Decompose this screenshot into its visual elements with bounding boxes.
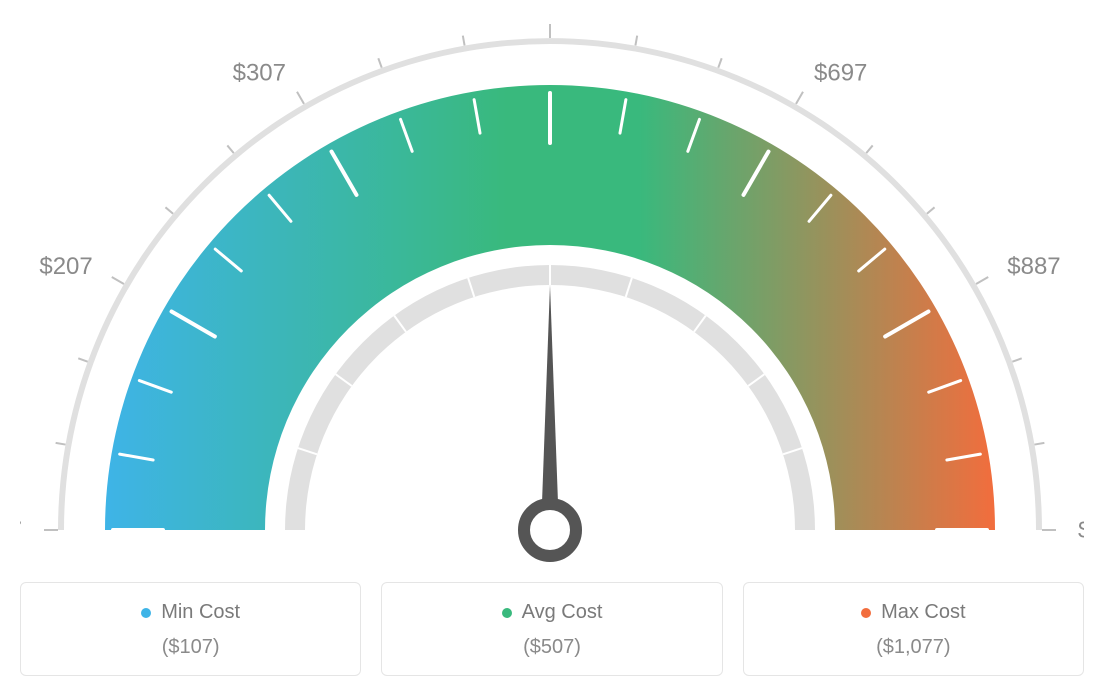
gauge-svg: $107$207$307$507$697$887$1,077 [20, 20, 1084, 580]
legend-avg-dot [502, 608, 512, 618]
legend-max-value: ($1,077) [744, 636, 1083, 659]
legend-min-card: Min Cost ($107) [20, 582, 361, 676]
legend-min-value: ($107) [21, 636, 360, 659]
gauge-tick-label: $1,077 [1078, 517, 1084, 544]
legend-max-card: Max Cost ($1,077) [743, 582, 1084, 676]
legend-row: Min Cost ($107) Avg Cost ($507) Max Cost… [20, 582, 1084, 676]
gauge-tick-label: $307 [233, 60, 286, 87]
legend-min-dot [141, 608, 151, 618]
legend-avg-value: ($507) [382, 636, 721, 659]
legend-max-label-row: Max Cost [861, 601, 965, 624]
gauge-tick-label: $697 [814, 60, 867, 87]
gauge-tick-label: $107 [20, 517, 22, 544]
legend-min-label-row: Min Cost [141, 601, 240, 624]
cost-gauge-chart: $107$207$307$507$697$887$1,077 Min Cost … [20, 20, 1084, 676]
legend-max-dot [861, 608, 871, 618]
gauge-tick-label: $887 [1007, 253, 1060, 280]
legend-avg-label: Avg Cost [522, 601, 603, 624]
gauge-tick-label: $207 [39, 253, 92, 280]
legend-min-label: Min Cost [161, 601, 240, 624]
legend-avg-card: Avg Cost ($507) [381, 582, 722, 676]
gauge-area: $107$207$307$507$697$887$1,077 [20, 20, 1084, 570]
legend-max-label: Max Cost [881, 601, 965, 624]
legend-avg-label-row: Avg Cost [502, 601, 603, 624]
